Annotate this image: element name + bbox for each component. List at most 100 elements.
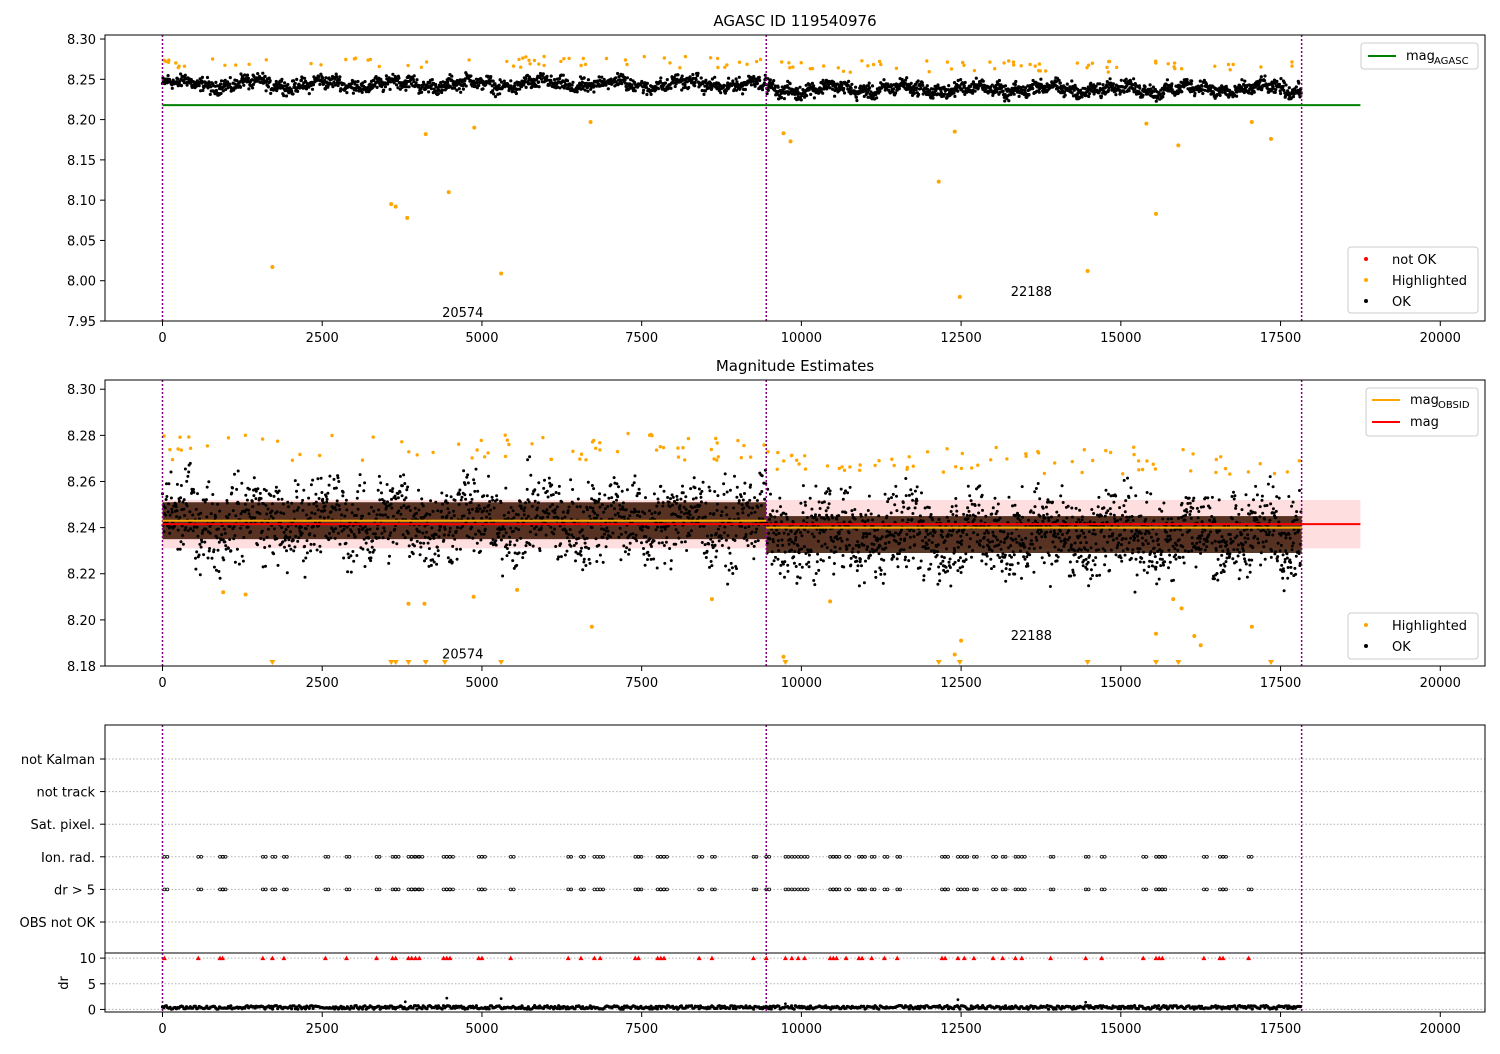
ok-point: [904, 556, 907, 559]
ok-point: [603, 528, 606, 531]
highlighted-point: [822, 64, 825, 67]
highlighted-point: [483, 455, 486, 458]
ok-point: [868, 82, 871, 85]
ok-point: [271, 510, 274, 513]
ok-point: [606, 537, 609, 540]
ok-point: [848, 531, 851, 534]
ok-point: [817, 540, 820, 543]
ok-point: [170, 497, 173, 500]
ok-point: [366, 532, 369, 535]
ok-point: [364, 525, 367, 528]
ok-point: [783, 560, 786, 563]
highlighted-point: [405, 216, 409, 220]
ok-point: [897, 565, 900, 568]
ok-point: [975, 77, 978, 80]
ok-point: [644, 564, 647, 567]
highlighted-point: [616, 450, 619, 453]
ok-point: [325, 501, 328, 504]
ok-point: [870, 513, 873, 516]
ok-point: [648, 509, 651, 512]
ok-point: [541, 516, 544, 519]
ok-point: [419, 553, 422, 556]
ok-point: [644, 535, 647, 538]
ok-point: [909, 536, 912, 539]
ok-point: [750, 542, 753, 545]
ok-point: [964, 81, 967, 84]
highlighted-point: [447, 190, 451, 194]
ok-point: [462, 88, 465, 91]
ok-point: [1102, 83, 1105, 86]
ok-point: [738, 499, 741, 502]
ok-point: [965, 558, 968, 561]
ok-point: [368, 512, 371, 515]
ok-point: [663, 544, 666, 547]
ok-point: [810, 508, 813, 511]
ok-point: [919, 566, 922, 569]
ok-point: [743, 492, 746, 495]
highlighted-point: [519, 66, 522, 69]
ok-point: [437, 549, 440, 552]
ok-point: [192, 529, 195, 532]
ok-point: [379, 78, 382, 81]
ok-point: [431, 78, 434, 81]
ok-point: [966, 517, 969, 520]
ok-point: [410, 537, 413, 540]
ok-point: [528, 501, 531, 504]
highlighted-point: [745, 63, 748, 66]
ok-point: [273, 527, 276, 530]
ok-point: [823, 518, 826, 521]
highlighted-point: [962, 64, 965, 67]
ok-point: [850, 83, 853, 86]
highlighted-point: [467, 58, 470, 61]
ok-point: [304, 576, 307, 579]
ok-point: [417, 509, 420, 512]
ok-point: [183, 514, 186, 517]
ok-point: [422, 504, 425, 507]
ok-point: [446, 507, 449, 510]
ok-point: [323, 517, 326, 520]
ok-point: [232, 537, 235, 540]
ok-point: [203, 541, 206, 544]
ok-point: [746, 501, 749, 504]
ok-point: [781, 544, 784, 547]
ok-point: [947, 84, 950, 87]
ok-point: [577, 537, 580, 540]
ok-point: [905, 76, 908, 79]
ok-point: [650, 558, 653, 561]
ok-point: [1004, 84, 1007, 87]
ok-point: [351, 511, 354, 514]
ok-point: [220, 533, 223, 536]
ok-point: [877, 514, 880, 517]
ok-point: [946, 570, 949, 573]
ok-point: [362, 489, 365, 492]
ok-point: [303, 545, 306, 548]
ok-point: [618, 504, 621, 507]
ok-point: [201, 89, 204, 92]
ok-point: [675, 502, 678, 505]
ok-point: [164, 506, 167, 509]
ok-point: [193, 526, 196, 529]
ok-point: [903, 538, 906, 541]
ok-point: [622, 544, 625, 547]
ok-point: [186, 504, 189, 507]
ok-point: [816, 553, 819, 556]
ok-point: [418, 530, 421, 533]
ok-point: [251, 500, 254, 503]
ok-point: [714, 556, 717, 559]
ok-point: [931, 541, 934, 544]
ok-point: [613, 476, 616, 479]
ok-point: [390, 507, 393, 510]
ok-point: [904, 477, 907, 480]
ok-point: [510, 506, 513, 509]
ok-point: [920, 491, 923, 494]
ok-point: [479, 539, 482, 542]
ok-point: [912, 557, 915, 560]
ok-point: [847, 80, 850, 83]
ok-point: [430, 564, 433, 567]
ok-point: [491, 496, 494, 499]
ok-point: [771, 82, 774, 85]
ok-point: [834, 550, 837, 553]
ok-point: [893, 535, 896, 538]
ok-point: [804, 501, 807, 504]
